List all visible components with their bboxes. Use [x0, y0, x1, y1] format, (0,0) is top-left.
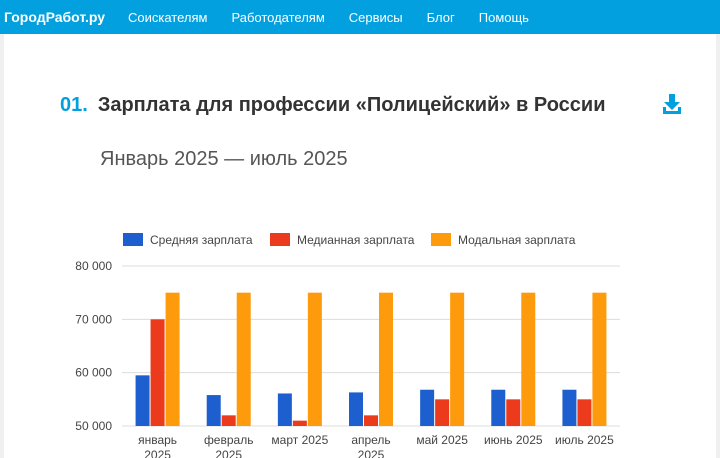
legend-swatch [123, 233, 143, 246]
x-tick-label: февраль [204, 433, 254, 447]
section-number: 01. [60, 94, 88, 116]
legend-label: Модальная зарплата [458, 233, 576, 247]
x-tick-label: 2025 [215, 448, 242, 458]
top-navbar: ГородРабот.ру Соискателям Работодателям … [0, 0, 720, 34]
bar [491, 389, 506, 426]
page-title: 01. Зарплата для профессии «Полицейский» … [60, 90, 620, 120]
bar [364, 415, 378, 426]
bar [420, 389, 435, 426]
bar [292, 420, 307, 426]
x-tick-label: январь [138, 433, 177, 447]
legend-swatch [270, 233, 290, 246]
x-tick-label: июнь 2025 [484, 433, 543, 447]
nav-link-blog[interactable]: Блог [426, 9, 455, 25]
nav-link-job-seekers[interactable]: Соискателям [128, 9, 208, 25]
bar [379, 292, 393, 426]
legend-swatch [431, 233, 451, 246]
bar [277, 393, 292, 426]
bar [592, 292, 607, 426]
x-tick-label: май 2025 [416, 433, 468, 447]
y-tick-label: 80 000 [75, 259, 112, 273]
x-tick-label: 2025 [358, 448, 385, 458]
nav-link-employers[interactable]: Работодателям [231, 9, 325, 25]
bar [562, 389, 577, 426]
left-gutter [0, 34, 4, 458]
bar [221, 415, 236, 426]
nav-link-help[interactable]: Помощь [478, 9, 529, 25]
bar [577, 399, 592, 426]
bar [349, 392, 363, 426]
legend-label: Средняя зарплата [150, 233, 253, 247]
x-tick-label: июль 2025 [555, 433, 614, 447]
y-tick-label: 70 000 [75, 312, 112, 326]
y-tick-label: 50 000 [75, 419, 112, 433]
bar [307, 292, 322, 426]
download-icon[interactable] [661, 92, 683, 116]
bar [150, 319, 165, 426]
site-logo[interactable]: ГородРабот.ру [4, 9, 106, 25]
period-subtitle: Январь 2025 — июль 2025 [100, 148, 348, 170]
x-tick-label: апрель [351, 433, 390, 447]
y-tick-label: 60 000 [75, 366, 112, 380]
bar [521, 292, 536, 426]
bar [236, 292, 251, 426]
section-title: Зарплата для профессии «Полицейский» в Р… [97, 94, 606, 116]
bar [435, 399, 450, 426]
nav-link-services[interactable]: Сервисы [348, 9, 403, 25]
x-tick-label: март 2025 [271, 433, 328, 447]
bar [165, 292, 180, 426]
right-gutter [716, 34, 720, 458]
bar [135, 375, 150, 426]
bar [206, 395, 221, 426]
bar [450, 292, 465, 426]
bar [506, 399, 521, 426]
x-tick-label: 2025 [144, 448, 171, 458]
legend-label: Медианная зарплата [297, 233, 415, 247]
